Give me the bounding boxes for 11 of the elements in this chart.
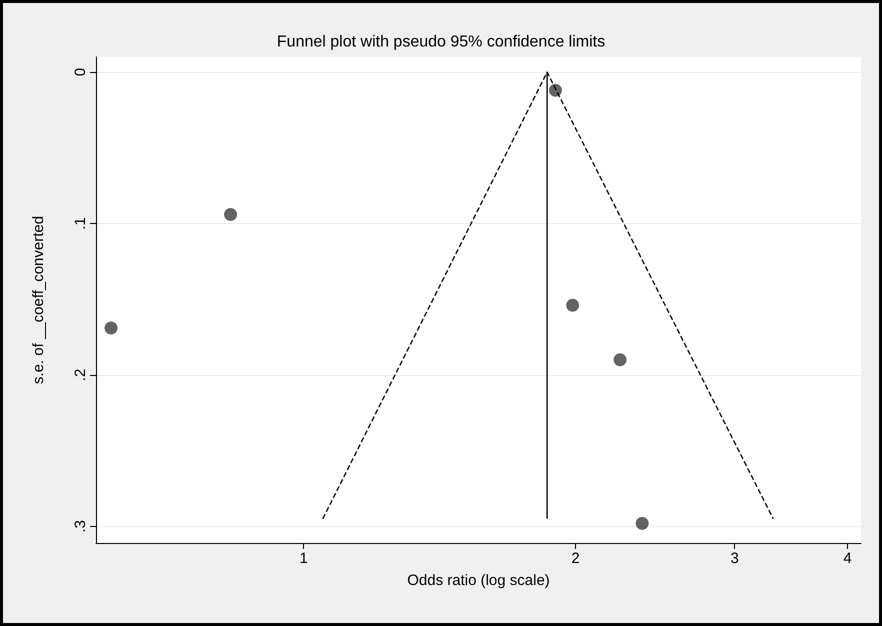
- y-axis-title: s.e. of __coeff_converted: [30, 216, 47, 384]
- y-tick-label: 0: [72, 68, 89, 76]
- y-tick-label: .2: [72, 368, 89, 382]
- y-tick-label: .1: [72, 217, 89, 230]
- x-tick-label: 4: [843, 550, 852, 567]
- x-tick-label: 2: [571, 550, 580, 567]
- x-tick-label: 1: [299, 550, 308, 567]
- y-tick-label: .3: [72, 520, 89, 533]
- x-tick-label: 3: [730, 550, 739, 567]
- chart-title: Funnel plot with pseudo 95% confidence limits: [276, 34, 606, 50]
- x-axis-title: Odds ratio (log scale): [407, 572, 550, 589]
